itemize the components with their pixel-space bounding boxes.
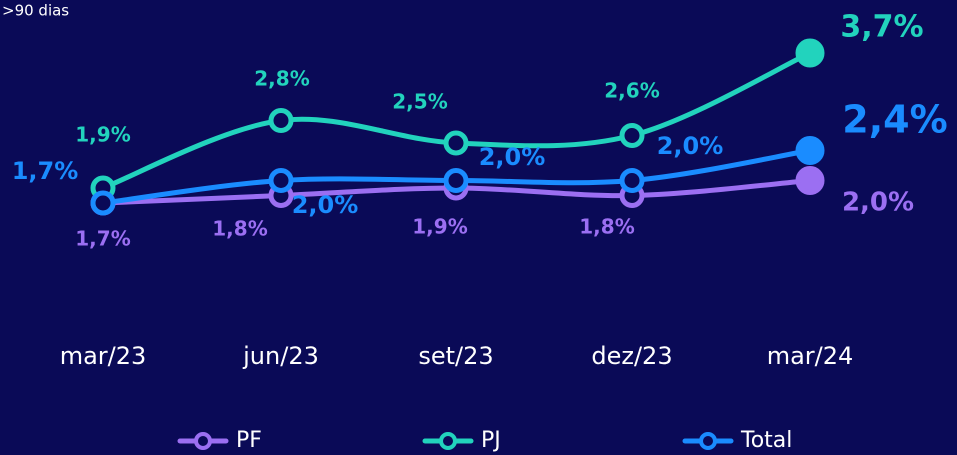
x-tick-label: dez/23 (591, 342, 672, 370)
chart-subtitle: >90 dias (2, 2, 69, 20)
data-label: 1,8% (212, 217, 267, 241)
data-label: 2,6% (604, 79, 659, 103)
data-point (795, 136, 825, 165)
data-label: 1,7% (75, 227, 130, 251)
data-label: 1,9% (75, 123, 130, 147)
data-label: 2,0% (842, 188, 914, 218)
legend-swatch-marker (439, 432, 457, 450)
data-label: 2,0% (657, 132, 724, 160)
data-label: 2,5% (392, 90, 447, 114)
data-point (619, 168, 645, 193)
data-label: 1,9% (412, 215, 467, 239)
data-point (443, 168, 469, 193)
legend-label: PJ (481, 428, 501, 453)
x-tick-label: mar/24 (767, 342, 854, 370)
data-point (268, 168, 294, 193)
x-tick-label: jun/23 (242, 342, 319, 370)
data-point (795, 166, 825, 195)
data-label: 2,4% (842, 98, 947, 142)
legend-swatch-marker (699, 432, 717, 450)
data-point (795, 38, 825, 68)
data-point (268, 108, 294, 133)
data-point (619, 123, 645, 148)
x-tick-label: set/23 (418, 342, 493, 370)
legend-label: Total (740, 428, 792, 453)
legend-swatch-marker (194, 432, 212, 450)
data-label: 2,0% (479, 143, 546, 171)
data-label: 2,0% (292, 191, 359, 219)
data-label: 1,7% (12, 157, 79, 185)
data-point (443, 130, 469, 156)
data-label: 2,8% (254, 67, 309, 91)
x-tick-label: mar/23 (60, 342, 147, 370)
data-label: 1,8% (579, 215, 634, 239)
legend-label: PF (236, 428, 262, 453)
data-label: 3,7% (840, 10, 923, 45)
data-point (90, 190, 116, 216)
